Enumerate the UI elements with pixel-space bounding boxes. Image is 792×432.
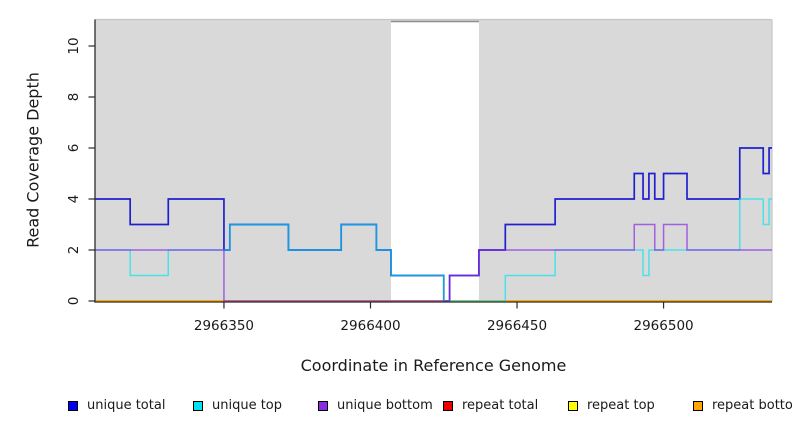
legend-label: repeat total (462, 398, 539, 413)
legend-label: repeat bottom (712, 398, 792, 413)
legend-item-repeat-top: repeat top (568, 398, 655, 413)
y-axis-label: Read Coverage Depth (23, 72, 43, 248)
legend-label: unique total (87, 398, 166, 413)
legend-swatch (693, 400, 703, 411)
x-axis-label: Coordinate in Reference Genome (300, 356, 567, 375)
legend-swatch (443, 400, 453, 411)
series-line-unique-top (95, 198, 772, 302)
legend-label: repeat top (587, 398, 655, 413)
legend-swatch (318, 400, 328, 411)
x-tick-label: 2966350 (194, 318, 254, 334)
y-tick-label: 8 (66, 93, 82, 102)
legend-item-repeat-total: repeat total (443, 398, 538, 413)
gap-region (391, 21, 479, 302)
series-line-unique-bottom (95, 223, 772, 302)
x-tick-label: 2966500 (634, 318, 694, 334)
legend-item-unique-bottom: unique bottom (318, 398, 433, 413)
y-tick-label: 6 (66, 144, 82, 153)
x-tick-label: 2966400 (340, 318, 400, 334)
y-tick-label: 4 (66, 195, 82, 204)
legend-label: unique bottom (337, 398, 433, 413)
y-tick-label: 10 (66, 37, 82, 54)
legend-swatch (193, 400, 203, 411)
legend-swatch (568, 400, 578, 411)
legend-item-repeat-bottom: repeat bottom (693, 398, 792, 413)
legend-item-unique-top: unique top (193, 398, 282, 413)
legend: unique total unique top unique bottom repea… (0, 398, 792, 418)
y-tick-label: 2 (66, 246, 82, 255)
y-tick-label: 0 (66, 297, 82, 306)
legend-label: unique top (212, 398, 283, 413)
x-tick-label: 2966450 (487, 318, 547, 334)
legend-item-unique-total: unique total (68, 398, 165, 413)
legend-swatch (68, 400, 78, 411)
